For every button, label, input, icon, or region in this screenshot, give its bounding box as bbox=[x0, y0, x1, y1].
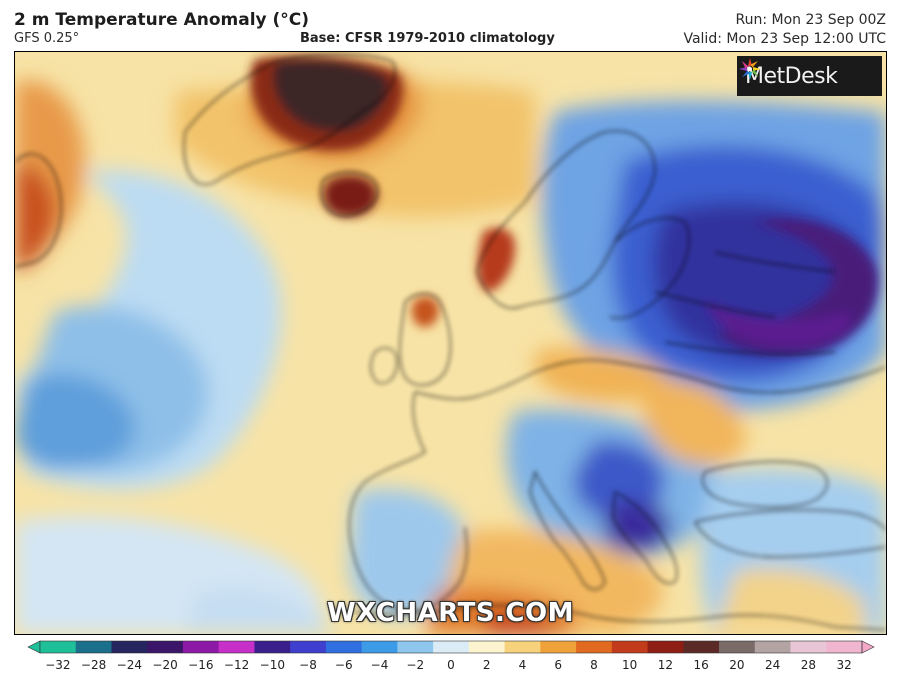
colorbar-segment bbox=[647, 641, 684, 653]
colorbar-tick-label: 20 bbox=[729, 658, 745, 672]
anomaly-detail bbox=[250, 56, 878, 355]
colorbar-tick-label: −12 bbox=[223, 658, 250, 672]
climatology-base-label: Base: CFSR 1979-2010 climatology bbox=[300, 31, 555, 46]
coastlines bbox=[15, 53, 886, 631]
colorbar-segment bbox=[218, 641, 255, 653]
colorbar-segment bbox=[433, 641, 470, 653]
colorbar-segment bbox=[182, 641, 220, 653]
colorbar-tick-label: 8 bbox=[590, 658, 598, 672]
colorbar-segment bbox=[325, 641, 363, 653]
colorbar-tick-label: 28 bbox=[800, 658, 817, 672]
colorbar-tick-label: 10 bbox=[622, 658, 638, 672]
colorbar-tick-label: −2 bbox=[406, 658, 425, 672]
colorbar-tick-label: −6 bbox=[334, 658, 353, 672]
colorbar-tick-label: 32 bbox=[836, 658, 852, 672]
colorbar-tick-label: 16 bbox=[693, 658, 709, 672]
colorbar-tick-label: 2 bbox=[482, 658, 491, 672]
model-label: GFS 0.25° bbox=[14, 31, 80, 46]
map-field bbox=[15, 52, 886, 634]
colorbar-tick-label: −10 bbox=[259, 658, 285, 672]
color-scale-ticks: −32 −28 −24 −20 −16 −12 −10 −8 −6 −4 −2 0 2 4 6 8 10 12 16… bbox=[0, 658, 900, 676]
temperature-anomaly-map: MetDesk WXCHARTS.COM bbox=[14, 51, 887, 635]
colorbar-tick-label: −8 bbox=[299, 658, 317, 672]
wxcharts-watermark: WXCHARTS.COM bbox=[326, 598, 574, 628]
colorbar-tick-label: −28 bbox=[80, 658, 107, 672]
colorbar-tick-label: −24 bbox=[116, 658, 143, 672]
color-scale-bar bbox=[27, 640, 875, 654]
colorbar-segment bbox=[683, 641, 720, 653]
colorbar-segment bbox=[540, 641, 577, 653]
colorbar-segment bbox=[719, 641, 756, 653]
metdesk-logo: MetDesk bbox=[737, 56, 882, 96]
colorbar-tick-label: −16 bbox=[188, 658, 214, 672]
colorbar-tick-label: 6 bbox=[554, 658, 563, 672]
colorbar-tick-label: 0 bbox=[447, 658, 455, 672]
colorbar-right-arrow bbox=[861, 640, 875, 654]
colorbar-tick-label: −20 bbox=[152, 658, 178, 672]
colorbar-segment bbox=[754, 641, 792, 653]
colorbar-segment bbox=[611, 641, 649, 653]
map-title: 2 m Temperature Anomaly (°C) bbox=[14, 10, 310, 30]
colorbar-tick-label: −4 bbox=[370, 658, 389, 672]
colorbar-segment bbox=[254, 641, 291, 653]
colorbar-segment bbox=[40, 641, 77, 653]
metdesk-logo-text: MetDesk bbox=[745, 63, 838, 89]
run-time-label: Run: Mon 23 Sep 00Z bbox=[735, 12, 887, 28]
colorbar-tick-label: 12 bbox=[657, 658, 674, 672]
colorbar-segment bbox=[361, 641, 398, 653]
colorbar-segment bbox=[147, 641, 184, 653]
colorbar-tick-label: −32 bbox=[45, 658, 71, 672]
colorbar-tick-label: 4 bbox=[518, 658, 527, 672]
colorbar-segment bbox=[397, 641, 434, 653]
colorbar-segment bbox=[576, 641, 613, 653]
color-scale-svg bbox=[27, 640, 875, 654]
colorbar-segment bbox=[111, 641, 148, 653]
colorbar-segment bbox=[790, 641, 827, 653]
colorbar-tick-label: 24 bbox=[765, 658, 781, 672]
colorbar-segment bbox=[75, 641, 112, 653]
colorbar-segment bbox=[290, 641, 327, 653]
colorbar-border bbox=[39, 640, 863, 654]
colorbar-segment bbox=[826, 641, 863, 653]
colorbar-segment bbox=[504, 641, 541, 653]
colorbar-left-arrow bbox=[27, 640, 41, 654]
colorbar-segment bbox=[468, 641, 506, 653]
valid-time-label: Valid: Mon 23 Sep 12:00 UTC bbox=[683, 31, 886, 47]
metdesk-burst-icon bbox=[739, 58, 761, 80]
